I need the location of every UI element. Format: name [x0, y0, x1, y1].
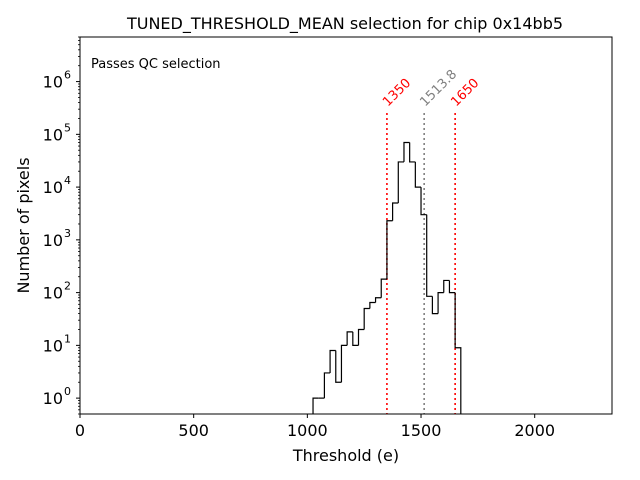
y-tick-exponent: 6 [64, 69, 71, 82]
hist-bin [329, 349, 336, 373]
hist-bin [335, 350, 342, 383]
hist-bin [409, 142, 416, 163]
hist-bin [397, 161, 404, 203]
x-axis-ticks: 0 500 1000 1500 2000 [75, 414, 555, 440]
y-tick-exponent: 4 [64, 174, 71, 187]
y-tick-label: 10 [43, 231, 63, 250]
y-tick-exponent: 0 [64, 385, 71, 398]
y-tick-label: 10 [43, 73, 63, 92]
y-tick-exponent: 5 [64, 121, 71, 134]
x-tick-label: 1000 [287, 421, 328, 440]
histogram-bars [312, 141, 462, 414]
y-tick-label: 10 [43, 178, 63, 197]
x-tick-label: 500 [178, 421, 209, 440]
hist-bin [380, 278, 387, 298]
x-tick-label: 0 [75, 421, 85, 440]
hist-bin [323, 372, 331, 399]
hist-bin [392, 202, 399, 221]
hist-bin [312, 397, 319, 414]
hist-bin [420, 187, 427, 216]
y-axis-label: Number of pixels [14, 157, 33, 293]
qc-annotation: Passes QC selection [91, 57, 221, 72]
y-tick-label: 10 [43, 125, 63, 144]
y-tick-label: 10 [43, 284, 63, 303]
y-tick-exponent: 2 [64, 280, 71, 293]
hist-bin [352, 331, 359, 346]
hist-bin [357, 328, 365, 346]
hist-bin [454, 292, 462, 414]
x-tick-label: 2000 [514, 421, 555, 440]
hist-bin [369, 301, 376, 309]
y-tick-label: 10 [43, 336, 63, 355]
hist-bin [448, 280, 456, 294]
x-axis-label: Threshold (e) [292, 446, 399, 465]
hist-bin [346, 331, 353, 346]
hist-bin [426, 214, 433, 297]
hist-bin [431, 296, 439, 315]
marker-label-0: 1350 [380, 76, 414, 110]
hist-bin [363, 307, 370, 330]
y-tick-label: 10 [43, 389, 63, 408]
chart-title: TUNED_THRESHOLD_MEAN selection for chip … [126, 14, 563, 34]
plot-frame [79, 36, 613, 415]
y-tick-exponent: 1 [64, 332, 71, 345]
hist-bin [340, 344, 348, 383]
hist-bin [443, 279, 450, 293]
hist-bin [437, 292, 444, 314]
y-tick-exponent: 3 [64, 227, 71, 240]
x-tick-label: 1500 [401, 421, 442, 440]
hist-bin [403, 141, 410, 162]
hist-bin [386, 220, 393, 280]
hist-bin [414, 161, 422, 188]
hist-bin [374, 297, 382, 303]
